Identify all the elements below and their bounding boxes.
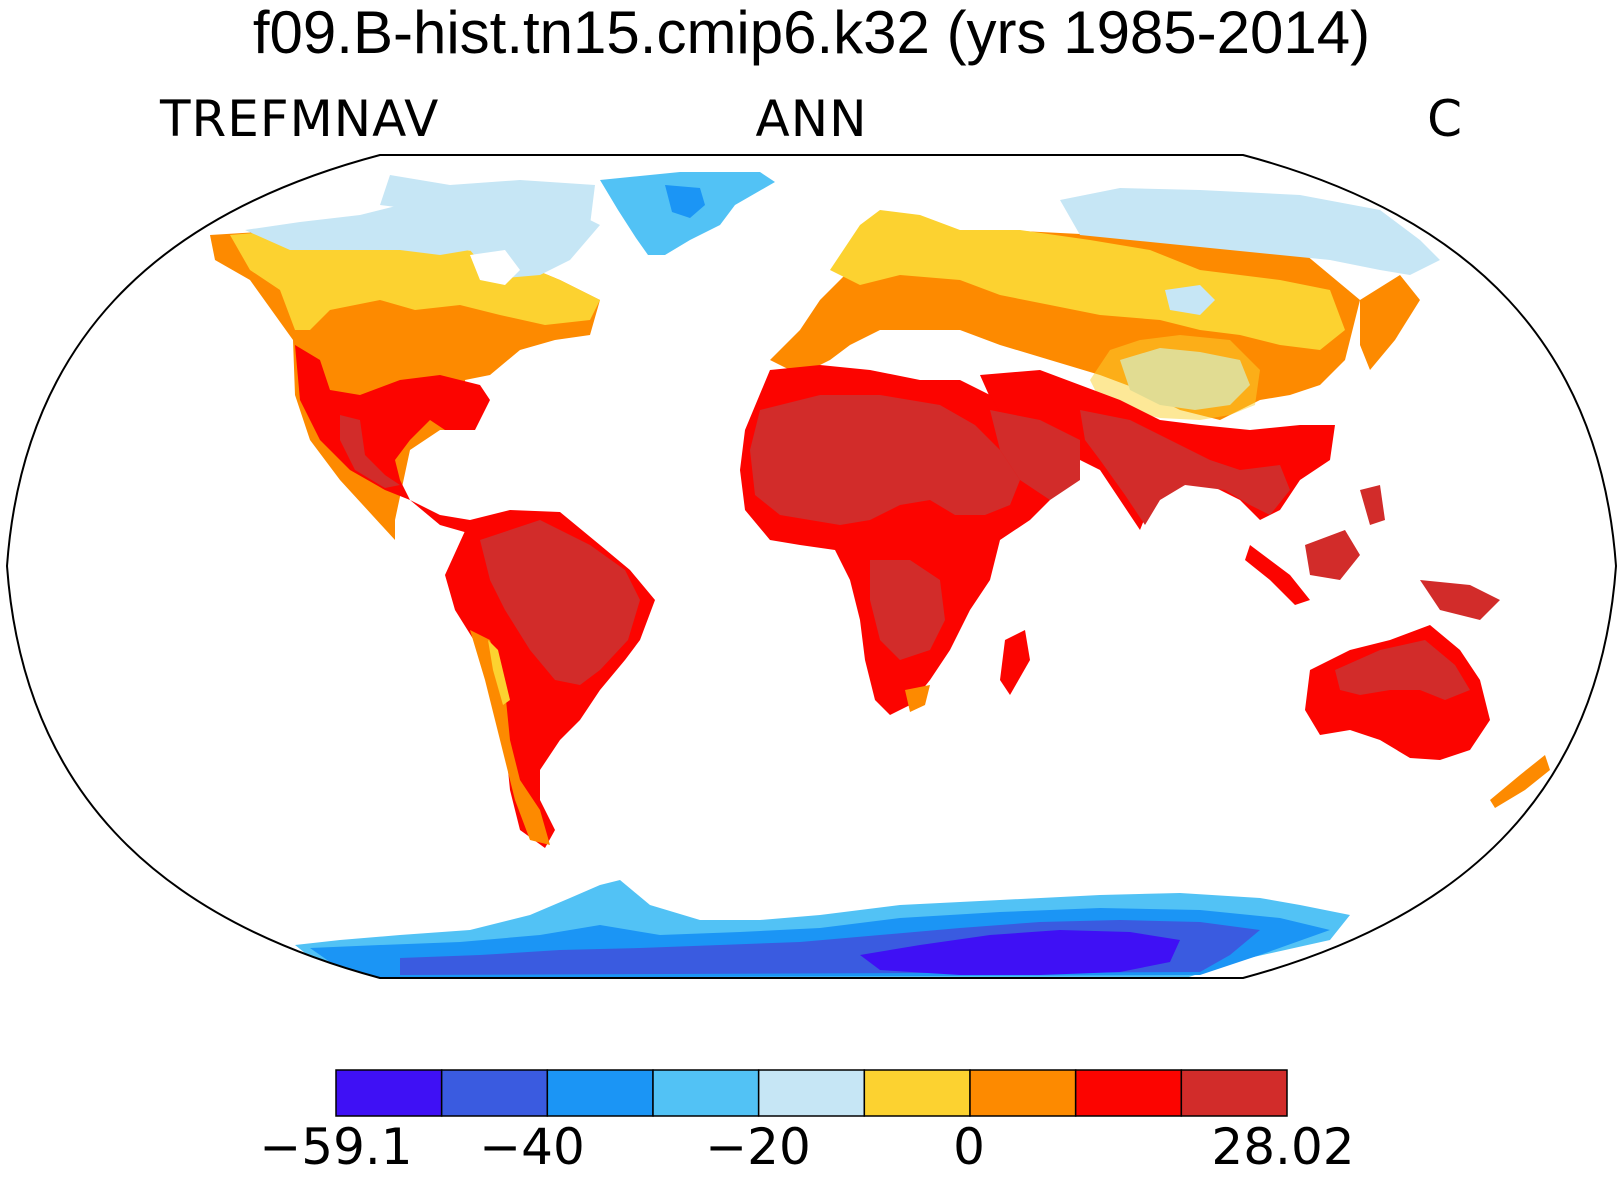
colorbar-tick-label: −40	[479, 1118, 585, 1176]
temp-region	[990, 410, 1080, 500]
map-title: f09.B-hist.tn15.cmip6.k32 (yrs 1985-2014…	[252, 0, 1371, 66]
colorbar-cell	[546, 1069, 654, 1117]
temp-region	[1490, 755, 1550, 808]
temp-region	[905, 685, 930, 712]
greenland	[600, 172, 775, 255]
map-outline	[5, 154, 1618, 979]
variable-label: TREFMNAV	[160, 90, 440, 148]
antarctica	[295, 880, 1350, 978]
temp-region	[1000, 630, 1030, 695]
colorbar-cell	[757, 1069, 866, 1117]
temp-region	[870, 560, 945, 660]
temp-region	[480, 520, 640, 685]
temp-region	[1245, 545, 1310, 605]
colorbar	[335, 1069, 1288, 1117]
colorbar-tick-label: −59.1	[259, 1118, 413, 1176]
temp-region	[860, 930, 1180, 975]
temp-region	[1080, 410, 1290, 525]
temp-region	[488, 640, 510, 705]
colorbar-cell	[335, 1069, 443, 1117]
world-map	[5, 154, 1618, 979]
temp-region	[665, 185, 705, 218]
temp-region	[295, 345, 490, 535]
maritime-southeast-asia	[1245, 485, 1500, 620]
temp-region	[470, 250, 520, 285]
temp-region	[1090, 335, 1260, 420]
colorbar-tick-label: 28.02	[1211, 1118, 1355, 1176]
colorbar-cell	[652, 1069, 760, 1117]
temp-region	[1305, 530, 1360, 580]
temp-region	[750, 395, 1020, 525]
temp-region	[1360, 485, 1385, 525]
colorbar-tick-label: −20	[705, 1118, 811, 1176]
units-label: C	[1427, 90, 1463, 148]
temp-region	[1165, 285, 1215, 315]
colorbar-tick-label: 0	[953, 1118, 985, 1176]
colorbar-cell	[1074, 1069, 1183, 1117]
temp-region	[340, 415, 400, 488]
temp-region	[230, 230, 600, 330]
colorbar-cell	[863, 1069, 971, 1117]
season-label: ANN	[755, 90, 868, 148]
temp-region	[1420, 580, 1500, 620]
north-america	[210, 175, 600, 540]
temp-region	[1360, 275, 1420, 370]
colorbar-cell	[969, 1069, 1077, 1117]
temp-region	[1060, 188, 1440, 275]
temp-region	[1335, 640, 1470, 700]
temp-region	[830, 210, 1345, 350]
temp-region	[470, 630, 550, 845]
south-america	[445, 510, 655, 848]
eurasia	[770, 188, 1440, 530]
temp-region	[380, 175, 595, 225]
africa	[740, 365, 1080, 715]
australia	[1305, 625, 1550, 808]
colorbar-cell	[440, 1069, 549, 1117]
colorbar-cell	[1180, 1069, 1288, 1117]
